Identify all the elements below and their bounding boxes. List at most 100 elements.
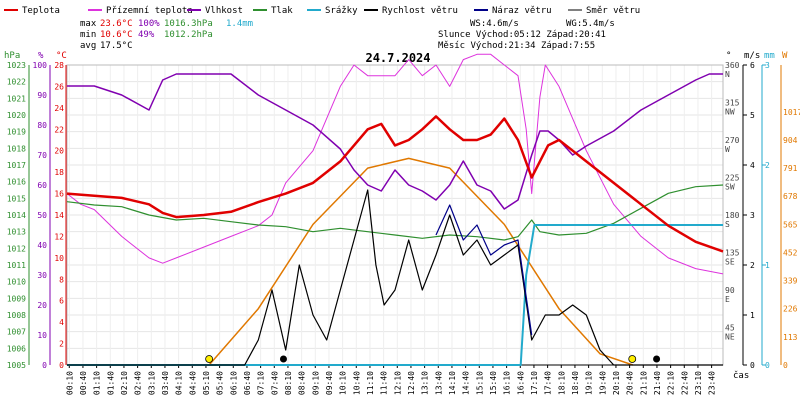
solar-tick-label: 226 [783,305,798,314]
x-tick-label: 08:40 [298,371,307,395]
x-tick-label: 15:10 [475,371,484,395]
x-tick-label: 22:40 [680,371,689,395]
x-tick-label: 18:40 [571,371,580,395]
pressure-tick-label: 1013 [7,228,26,237]
stats-min-label: min [80,30,96,40]
temperature-tick-label: 26 [54,82,64,91]
temperature-tick-label: 12 [54,232,64,241]
temperature-tick-label: 28 [54,61,64,70]
x-tick-label: 03:40 [161,371,170,395]
x-tick-label: 02:40 [134,371,143,395]
humidity-tick-label: 60 [37,181,47,190]
moonrise-marker-icon [653,355,661,363]
x-tick-label: 18:10 [557,371,566,395]
solar-tick-label: 678 [783,192,798,201]
moonset-marker-icon [279,355,287,363]
pressure-tick-label: 1005 [7,361,26,370]
x-tick-label: 17:40 [544,371,553,395]
humidity-tick-label: 50 [37,211,47,220]
stats-wg: WG:5.4m/s [566,19,615,29]
pressure-tick-label: 1009 [7,294,26,303]
x-tick-label: 22:10 [667,371,676,395]
x-tick-label: 12:40 [407,371,416,395]
direction-tick-cardinal: NW [725,108,735,117]
rain-tick-label: 0 [765,361,770,370]
stats-max-rain: 1.4mm [226,19,253,29]
pressure-tick-label: 1022 [7,78,26,87]
stats-min-temp: 10.6°C [100,30,133,40]
x-tick-label: 13:40 [434,371,443,395]
legend: Teplota Přízemní teplota Vlhkost Tlak Srážky… [4,6,640,16]
x-tick-label: 13:10 [421,371,430,395]
rain-unit: mm [764,51,775,61]
series-ground-temperature-line [66,53,724,275]
pressure-tick-label: 1021 [7,94,26,103]
x-tick-label: 20:40 [626,371,635,395]
direction-tick-label: 45 [725,324,735,333]
stats-min-hum: 49% [138,30,155,40]
direction-tick-label: 135 [725,249,740,258]
solar-unit: W [782,51,788,61]
x-tick-label: 16:10 [503,371,512,395]
pressure-tick-label: 1023 [7,61,26,70]
x-tick-label: 11:40 [380,371,389,395]
pressure-tick-label: 1020 [7,111,26,120]
x-tick-label: 21:10 [639,371,648,395]
humidity-tick-label: 0 [42,361,47,370]
wind-tick-label: 4 [750,161,755,170]
pressure-tick-label: 1012 [7,244,26,253]
solar-tick-label: 904 [783,136,798,145]
humidity-tick-label: 20 [37,301,47,310]
series-layer [66,53,724,366]
stats-ws: WS:4.6m/s [470,19,519,29]
sunset-marker-icon [628,355,637,363]
humidity-tick-label: 10 [37,331,47,340]
x-tick-label: 04:10 [175,371,184,395]
x-tick-label: 09:40 [325,371,334,395]
pressure-tick-label: 1017 [7,161,26,170]
direction-tick-cardinal: E [725,295,730,304]
x-tick-label: 03:10 [147,371,156,395]
wind-tick-label: 5 [750,111,755,120]
solar-tick-label: 339 [783,277,798,286]
direction-tick-label: 315 [725,99,740,108]
wind-unit: m/s [744,51,760,61]
x-tick-label: 14:10 [448,371,457,395]
direction-tick-cardinal: N [725,70,730,79]
temperature-tick-label: 4 [59,318,64,327]
pressure-unit: hPa [4,51,20,61]
series-wind-gust-line [435,204,533,336]
x-tick-label: 06:10 [229,371,238,395]
x-tick-label: 19:40 [598,371,607,395]
temperature-tick-label: 0 [59,361,64,370]
humidity-tick-label: 90 [37,91,47,100]
x-tick-label: 09:10 [311,371,320,395]
x-tick-label: 01:10 [93,371,102,395]
legend-label-2: Vlhkost [205,6,243,16]
stats-avg-temp: 17.5°C [100,41,133,51]
rain-tick-label: 2 [765,161,770,170]
x-tick-label: 00:40 [79,371,88,395]
series-wind-speed-line [67,189,723,366]
pressure-tick-label: 1008 [7,311,26,320]
wind-tick-label: 0 [750,361,755,370]
x-tick-label: 11:10 [366,371,375,395]
temperature-tick-label: 10 [54,254,64,263]
humidity-unit: % [38,51,44,61]
x-tick-label: 08:10 [284,371,293,395]
stats-sun: Slunce Východ:05:12 Západ:20:41 [438,30,606,40]
x-tick-label: 19:10 [585,371,594,395]
left-axes: 1023102210211020101910181017101610151014… [7,61,67,370]
stats-max-press: 1016.3hPa [164,19,213,29]
solar-tick-label: 1017 [783,108,800,117]
rain-tick-label: 1 [765,261,770,270]
stats-max-temp: 23.6°C [100,19,133,29]
pressure-tick-label: 1016 [7,178,26,187]
x-tick-label: 20:10 [612,371,621,395]
temperature-unit: °C [56,51,67,61]
pressure-tick-label: 1006 [7,344,26,353]
x-tick-label: 12:10 [393,371,402,395]
series-humidity-line [67,73,723,210]
